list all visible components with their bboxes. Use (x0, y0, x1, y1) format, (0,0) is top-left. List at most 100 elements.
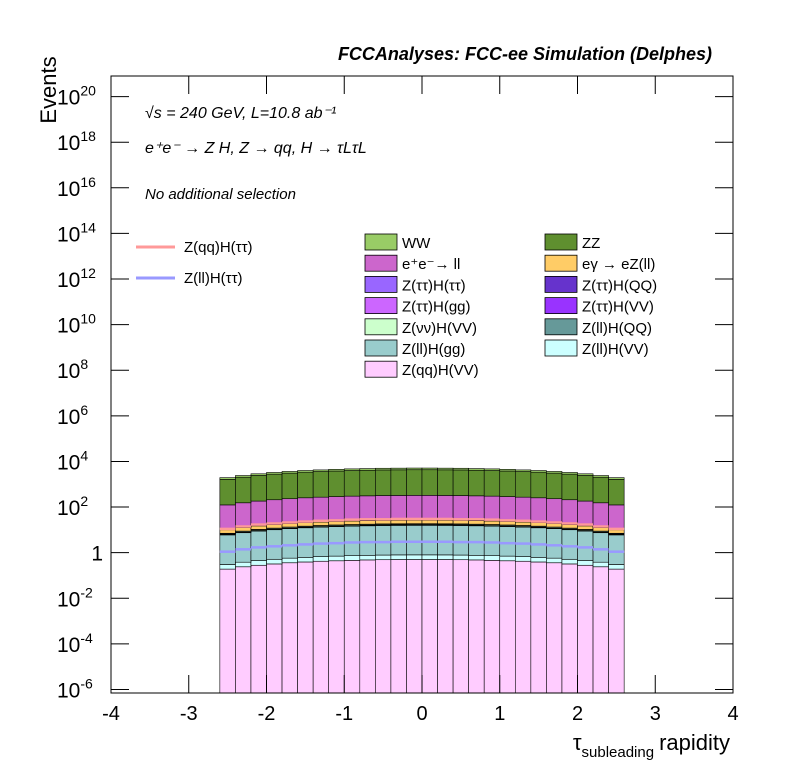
y-tick-base: 10 (57, 360, 80, 383)
histogram-bar (499, 560, 516, 694)
histogram-bar (235, 527, 252, 532)
histogram-bar (499, 555, 516, 562)
histogram-bar (390, 559, 407, 694)
histogram-bar (468, 559, 485, 694)
histogram-bar (530, 527, 547, 558)
histogram-bar (452, 520, 469, 525)
histogram-bar (266, 499, 283, 525)
histogram-bar (297, 557, 314, 563)
y-tick-exponent: 20 (80, 83, 96, 99)
legend-swatch (364, 360, 398, 378)
x-tick-label: -1 (335, 703, 353, 725)
histogram-bar (343, 470, 361, 497)
histogram-bar (421, 467, 438, 471)
histogram-bar (343, 495, 361, 522)
histogram-bar (514, 560, 532, 694)
histogram-bar (343, 525, 361, 556)
y-tick-exponent: 12 (80, 265, 96, 281)
y-tick-base: 10 (57, 87, 80, 110)
histogram-bar (592, 475, 609, 478)
histogram-bar (608, 477, 625, 480)
legend-swatch (544, 297, 578, 315)
y-axis-label: Events (36, 56, 61, 123)
histogram-bar (561, 472, 578, 475)
histogram-bar (608, 479, 625, 506)
histogram-bar (561, 499, 578, 525)
histogram-bar (452, 554, 469, 561)
y-tick-label: 102 (57, 493, 88, 520)
histogram-bar (530, 522, 547, 527)
histogram-bar (561, 524, 578, 529)
histogram-bar (546, 471, 563, 474)
histogram-bar (577, 525, 594, 530)
y-tick-label: 1020 (57, 83, 96, 110)
histogram-bar (577, 530, 594, 561)
histogram-bar (577, 473, 594, 476)
x-tick-label: 3 (650, 703, 661, 725)
histogram-bar (219, 529, 236, 534)
histogram-bar (421, 554, 438, 560)
histogram-bar (406, 495, 423, 521)
histogram-bar (499, 521, 516, 526)
histogram-bar (421, 495, 438, 521)
histogram-bar (219, 568, 236, 694)
histogram-bar (312, 556, 329, 562)
histogram-bar (561, 558, 578, 565)
histogram-bar (219, 534, 236, 565)
legend-swatch (364, 339, 398, 357)
histogram-bar (452, 559, 469, 694)
y-tick-label: 1018 (57, 128, 96, 155)
histogram-bar (592, 502, 609, 528)
y-tick-label: 10-4 (57, 630, 93, 657)
histogram-bar (468, 520, 485, 525)
y-tick-exponent: 14 (80, 219, 96, 235)
histogram-bar (235, 502, 252, 528)
histogram-bar (577, 475, 594, 502)
y-tick-label: 1012 (57, 265, 96, 292)
histogram-bar (343, 560, 361, 694)
legend-label: Z(ττ)H(ττ) (402, 277, 466, 294)
legend-swatch (544, 254, 578, 272)
histogram-bar (592, 561, 609, 568)
histogram-bar (592, 527, 609, 532)
x-axis-label: τsubleading rapidity (573, 730, 730, 761)
histogram-bar (343, 520, 361, 525)
histogram-bar (375, 559, 392, 694)
legend-label: Z(νν)H(VV) (402, 320, 477, 337)
histogram-bar (266, 472, 283, 475)
y-tick-base: 10 (57, 269, 80, 292)
histogram-bar (499, 469, 516, 472)
histogram-bar (359, 520, 376, 525)
histogram-bar (328, 526, 345, 557)
legend-label: WW (402, 235, 431, 252)
histogram-bar (452, 525, 469, 556)
histogram-bar (546, 472, 563, 500)
histogram-bar (406, 467, 423, 471)
histogram-bar (281, 523, 298, 528)
legend-swatch (364, 233, 398, 251)
histogram-bar (219, 504, 236, 531)
y-tick-label: 106 (57, 402, 88, 429)
legend-label: Z(ττ)H(QQ) (582, 277, 657, 294)
histogram-bar (546, 528, 563, 559)
histogram-bar (514, 496, 532, 523)
histogram-bar (266, 524, 283, 529)
histogram-bar (328, 496, 345, 522)
histogram-bar (390, 554, 407, 560)
annotation: √s = 240 GeV, L=10.8 ab⁻¹ (145, 105, 336, 122)
legend-swatch (364, 275, 398, 293)
histogram-bar (266, 529, 283, 560)
histogram-bar (375, 469, 392, 496)
y-tick-exponent: -4 (80, 630, 93, 646)
y-tick-exponent: 6 (80, 402, 88, 418)
histogram-bar (359, 468, 376, 471)
histogram-bar (514, 521, 532, 526)
histogram-bar (390, 519, 407, 525)
y-tick-label: 10-2 (57, 584, 93, 611)
y-tick-base: 10 (57, 588, 80, 611)
x-tick-label: -4 (102, 703, 120, 725)
histogram-bar (608, 529, 625, 534)
histogram-bar (437, 469, 454, 496)
histogram-bar (514, 471, 532, 498)
